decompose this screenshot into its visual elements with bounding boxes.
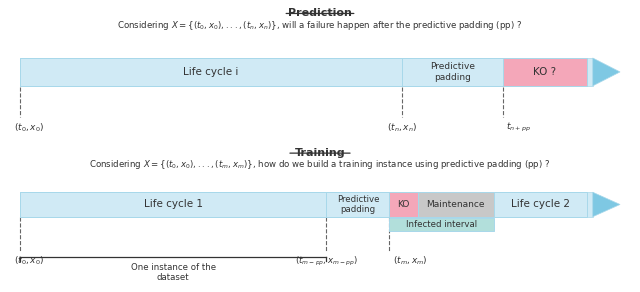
Bar: [20, 192, 593, 217]
Text: KO: KO: [397, 200, 410, 209]
Text: Maintenance: Maintenance: [426, 200, 485, 209]
Text: Predictive
padding: Predictive padding: [337, 195, 379, 214]
Bar: [493, 192, 587, 217]
Text: Training: Training: [294, 148, 346, 158]
Text: KO ?: KO ?: [533, 67, 556, 77]
Text: $(t_n,x_n)$: $(t_n,x_n)$: [387, 121, 417, 134]
Bar: [402, 58, 503, 86]
Text: $(t_0,x_0)$: $(t_0,x_0)$: [13, 121, 44, 134]
Text: $(t_0,x_0)$: $(t_0,x_0)$: [13, 254, 44, 267]
Bar: [418, 192, 493, 217]
Text: Life cycle 1: Life cycle 1: [143, 199, 203, 209]
Text: $(t_{m-pp},x_{m-pp})$: $(t_{m-pp},x_{m-pp})$: [294, 254, 358, 267]
Bar: [390, 218, 493, 231]
Bar: [20, 192, 326, 217]
Bar: [20, 58, 402, 86]
Text: Prediction: Prediction: [288, 8, 352, 18]
Bar: [503, 58, 587, 86]
Text: Considering $X = \{(t_0,x_0), ..., (t_m,x_m)\}$, how do we build a training inst: Considering $X = \{(t_0,x_0), ..., (t_m,…: [89, 158, 551, 171]
Text: Life cycle 2: Life cycle 2: [511, 199, 570, 209]
Text: One instance of the
dataset: One instance of the dataset: [131, 263, 216, 282]
Bar: [20, 58, 593, 86]
Text: Considering $X = \{(t_0,x_0), ..., (t_n,x_n)\}$, will a failure happen after the: Considering $X = \{(t_0,x_0), ..., (t_n,…: [117, 19, 523, 32]
Text: Predictive
padding: Predictive padding: [430, 62, 475, 82]
Text: $(t_m,x_m)$: $(t_m,x_m)$: [393, 254, 427, 267]
Text: Life cycle i: Life cycle i: [183, 67, 239, 77]
Polygon shape: [593, 58, 620, 86]
Text: $t_{n+pp}$: $t_{n+pp}$: [506, 121, 531, 134]
Bar: [390, 192, 418, 217]
Text: Infected interval: Infected interval: [406, 220, 477, 229]
Bar: [326, 192, 390, 217]
Polygon shape: [593, 192, 620, 217]
